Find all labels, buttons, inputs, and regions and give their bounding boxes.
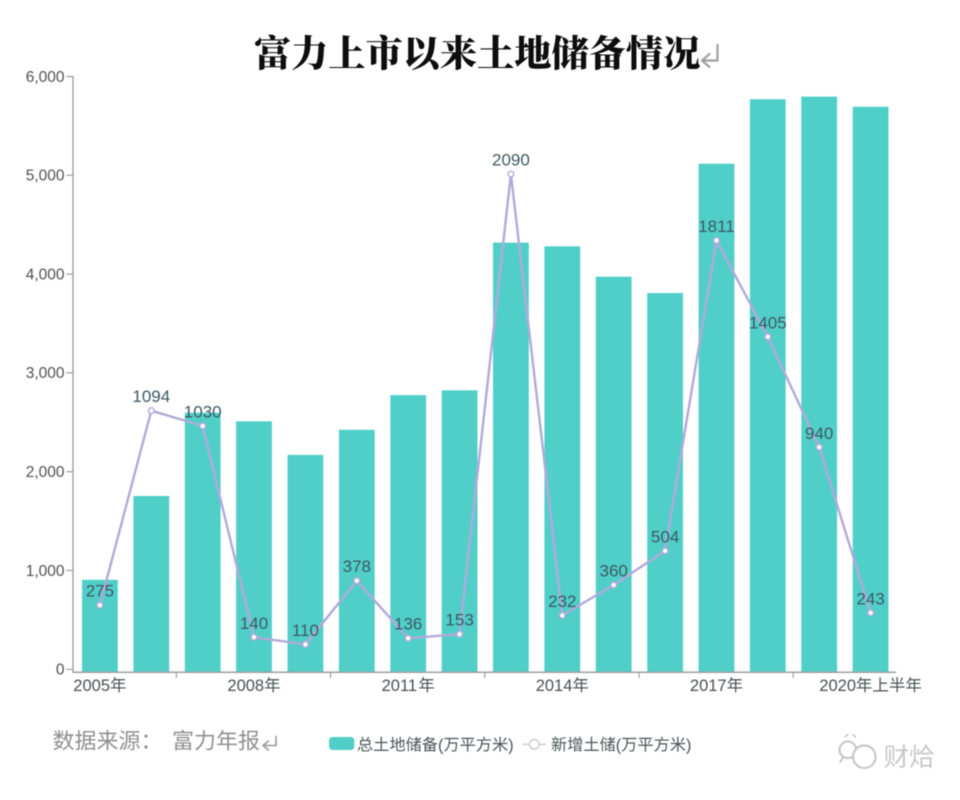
svg-text:2005: 2005 xyxy=(73,677,110,695)
svg-text:378: 378 xyxy=(343,557,371,576)
svg-text:136: 136 xyxy=(394,615,422,634)
svg-text:2090: 2090 xyxy=(492,151,530,170)
svg-text:2,000: 2,000 xyxy=(26,464,65,481)
svg-text:6,000: 6,000 xyxy=(26,69,65,86)
svg-text:2020: 2020 xyxy=(819,677,856,695)
svg-text:243: 243 xyxy=(856,589,884,608)
svg-text:0: 0 xyxy=(56,662,65,679)
svg-text:(: ( xyxy=(616,736,622,754)
svg-text:): ) xyxy=(686,736,691,754)
svg-text:153: 153 xyxy=(445,611,473,630)
svg-text:1030: 1030 xyxy=(184,402,222,421)
svg-text:1405: 1405 xyxy=(749,313,787,332)
svg-text:140: 140 xyxy=(240,614,268,633)
svg-text:2011: 2011 xyxy=(382,677,417,695)
svg-text:110: 110 xyxy=(292,621,319,640)
svg-text:5,000: 5,000 xyxy=(26,168,65,185)
svg-text:2017: 2017 xyxy=(690,677,727,695)
svg-text:232: 232 xyxy=(548,592,576,611)
svg-text:504: 504 xyxy=(651,527,679,546)
svg-text:2014: 2014 xyxy=(536,677,573,695)
svg-text:4,000: 4,000 xyxy=(26,266,65,283)
svg-text:(: ( xyxy=(438,736,444,754)
svg-text:1811: 1811 xyxy=(698,217,735,236)
svg-text:1,000: 1,000 xyxy=(26,563,65,580)
svg-text:275: 275 xyxy=(86,582,114,601)
svg-text:1094: 1094 xyxy=(132,387,170,406)
svg-text:940: 940 xyxy=(805,424,833,443)
svg-text:): ) xyxy=(508,736,513,754)
svg-text:2008: 2008 xyxy=(227,677,264,695)
svg-text:360: 360 xyxy=(600,562,628,581)
svg-text:3,000: 3,000 xyxy=(26,365,65,382)
